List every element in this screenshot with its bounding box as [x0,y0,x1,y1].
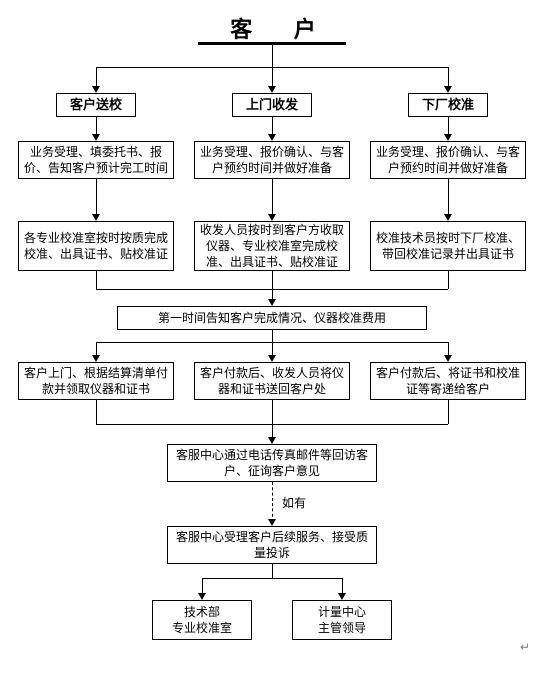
connector [96,271,97,289]
connector [272,330,273,342]
flowchart-root: 客 户 客户送校 上门收发 下厂校准 业务受理、填委托书、报价、告知客户预计完工… [12,12,542,663]
connector [272,564,273,578]
col-head-left: 客户送校 [56,93,136,117]
node-r2-mid: 收发人员按时到客户方收取仪器、专业校准室完成校准、出具证书、贴校准证 [194,221,350,271]
connector [448,179,449,217]
arrow-down-icon [444,86,452,93]
arrow-down-icon [444,134,452,141]
conditional-label: 如有 [280,494,308,511]
node-leaf-left: 技术部 专业校准室 [152,600,252,640]
connector [96,179,97,217]
connector [272,400,273,424]
arrow-down-icon [268,437,276,444]
arrow-down-icon [268,299,276,306]
node-r3-right: 客户付款后、将证书和校准证等寄递给客户 [370,362,526,400]
col-head-mid: 上门收发 [232,93,312,117]
connector [202,578,342,579]
node-r1-right: 业务受理、报价确认、与客户预约时间并做好准备 [370,141,526,179]
footnote-mark: ↵ [520,640,530,655]
arrow-down-icon [92,134,100,141]
connector [96,400,97,424]
node-merge3: 客服中心受理客户后续服务、接受质量投诉 [167,526,377,564]
connector-dashed [272,482,273,522]
arrow-down-icon [92,214,100,221]
arrow-down-icon [198,593,206,600]
node-leaf-right: 计量中心 主管领导 [292,600,392,640]
node-r3-mid: 客户付款后、收发人员将仪器和证书送回客户处 [194,362,350,400]
node-r3-left: 客户上门、根据结算清单付款并领取仪器和证书 [18,362,174,400]
connector [272,179,273,217]
arrow-down-icon [92,86,100,93]
arrow-down-icon [338,593,346,600]
connector [448,400,449,424]
node-r1-left: 业务受理、填委托书、报价、告知客户预计完工时间 [18,141,174,179]
node-r1-mid: 业务受理、报价确认、与客户预约时间并做好准备 [194,141,350,179]
arrow-down-icon [268,519,276,526]
arrow-down-icon [444,355,452,362]
arrow-down-icon [268,214,276,221]
arrow-down-icon [444,214,452,221]
arrow-down-icon [92,355,100,362]
col-head-right: 下厂校准 [408,93,488,117]
node-merge2: 客服中心通过电话传真邮件等回访客户、征询客户意见 [167,444,377,482]
arrow-down-icon [268,355,276,362]
title: 客 户 [212,12,352,44]
connector [448,271,449,289]
node-r2-left: 各专业校准室按时按质完成校准、出具证书、贴校准证 [18,221,174,271]
arrow-down-icon [268,86,276,93]
node-r2-right: 校准技术员按时下厂校准、带回校准记录并出具证书 [370,221,526,271]
connector [272,45,273,67]
arrow-down-icon [268,134,276,141]
node-merge1: 第一时间告知客户完成情况、仪器校准费用 [117,306,427,330]
connector [272,271,273,289]
